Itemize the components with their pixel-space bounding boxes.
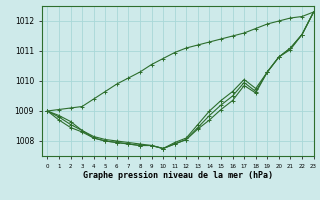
X-axis label: Graphe pression niveau de la mer (hPa): Graphe pression niveau de la mer (hPa)	[83, 171, 273, 180]
